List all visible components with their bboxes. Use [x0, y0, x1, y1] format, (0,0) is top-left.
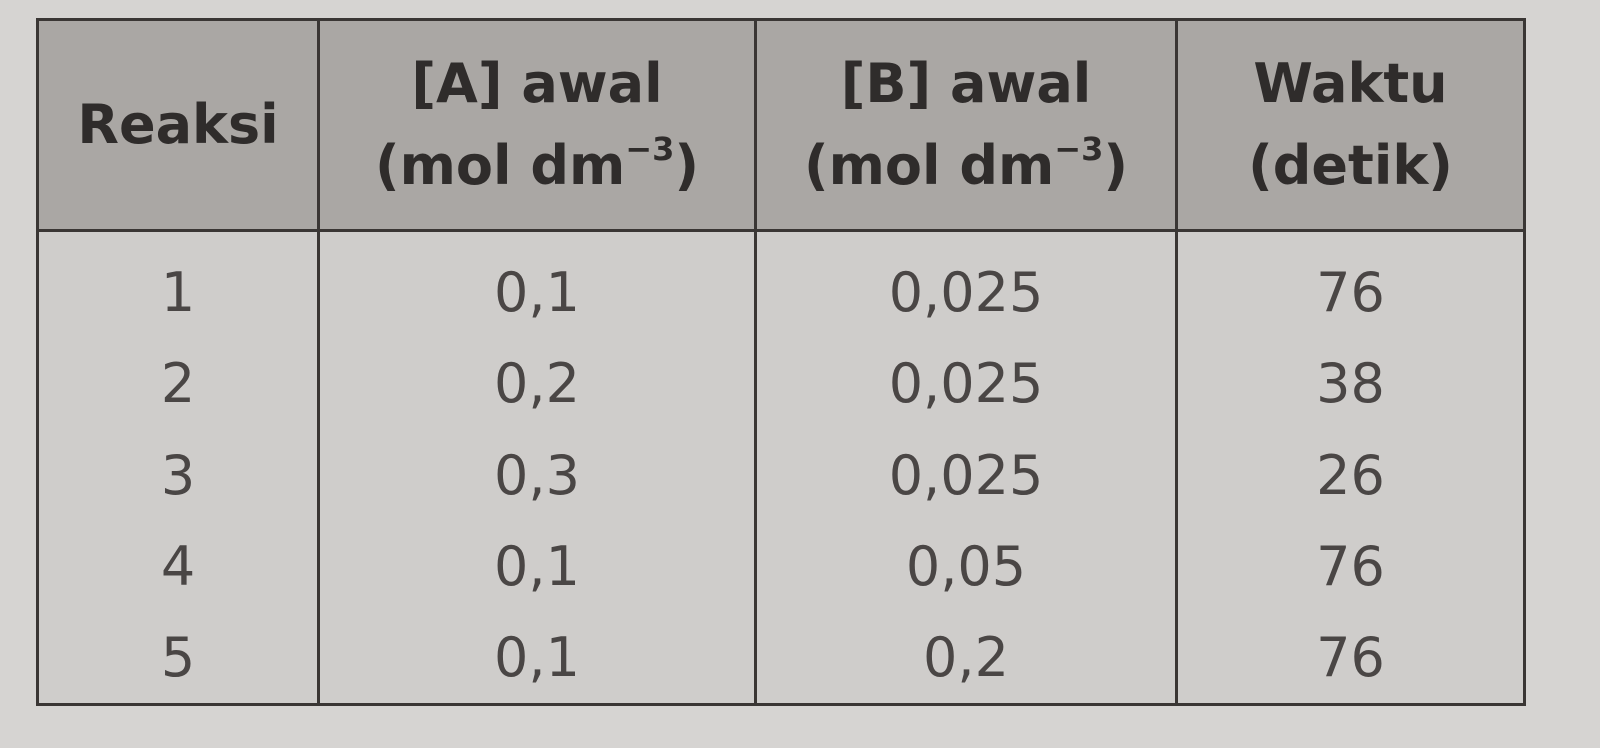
table-cell: 0,2	[754, 611, 1178, 705]
table-body: 1 0,1 0,025 76 2 0,2 0,025 38 3 0,3 0,025 26 4 0,1 0,0…	[36, 230, 1526, 705]
table-cell: 3	[36, 429, 320, 521]
data-table: Reaksi [A] awal (mol dm−3) [B] awal (mol dm−…	[36, 18, 1526, 706]
header-row: Reaksi [A] awal (mol dm−3) [B] awal (mol dm−…	[36, 19, 1526, 232]
table-container: Reaksi [A] awal (mol dm−3) [B] awal (mol dm−…	[36, 18, 1526, 706]
unit-exponent: −3	[625, 130, 675, 168]
table-cell: 0,1	[317, 230, 757, 339]
header-label: [A] awal	[411, 52, 663, 115]
table-cell: 0,025	[754, 230, 1178, 339]
header-label: Reaksi	[77, 93, 279, 156]
table-cell: 1	[36, 230, 320, 339]
header-unit: (detik)	[1248, 134, 1453, 197]
header-cell: Reaksi	[36, 19, 320, 232]
unit-close: )	[1103, 134, 1129, 197]
table-cell: 4	[36, 520, 320, 612]
header-unit: (mol dm	[803, 134, 1055, 197]
unit-exponent: −3	[1054, 130, 1104, 168]
table-cell: 76	[1175, 520, 1526, 612]
header-cell: [A] awal (mol dm−3)	[317, 19, 757, 232]
table-cell: 76	[1175, 230, 1526, 339]
table-row: 4 0,1 0,05 76	[36, 520, 1526, 612]
header-cell: Waktu (detik)	[1175, 19, 1526, 232]
table-cell: 0,2	[317, 338, 757, 430]
table-row: 1 0,1 0,025 76	[36, 230, 1526, 339]
table-cell: 38	[1175, 338, 1526, 430]
header-cell: [B] awal (mol dm−3)	[754, 19, 1178, 232]
header-label: [B] awal	[840, 52, 1092, 115]
table-cell: 5	[36, 611, 320, 705]
table-row: 3 0,3 0,025 26	[36, 429, 1526, 521]
table-cell: 26	[1175, 429, 1526, 521]
header-label: Waktu	[1253, 52, 1448, 115]
table-cell: 76	[1175, 611, 1526, 705]
unit-close: )	[674, 134, 700, 197]
table-cell: 0,1	[317, 520, 757, 612]
table-row: 5 0,1 0,2 76	[36, 611, 1526, 705]
table-cell: 0,025	[754, 429, 1178, 521]
header-unit: (mol dm	[374, 134, 626, 197]
table-cell: 0,05	[754, 520, 1178, 612]
table-cell: 0,3	[317, 429, 757, 521]
table-cell: 0,1	[317, 611, 757, 705]
table-cell: 2	[36, 338, 320, 430]
table-cell: 0,025	[754, 338, 1178, 430]
table-row: 2 0,2 0,025 38	[36, 338, 1526, 430]
